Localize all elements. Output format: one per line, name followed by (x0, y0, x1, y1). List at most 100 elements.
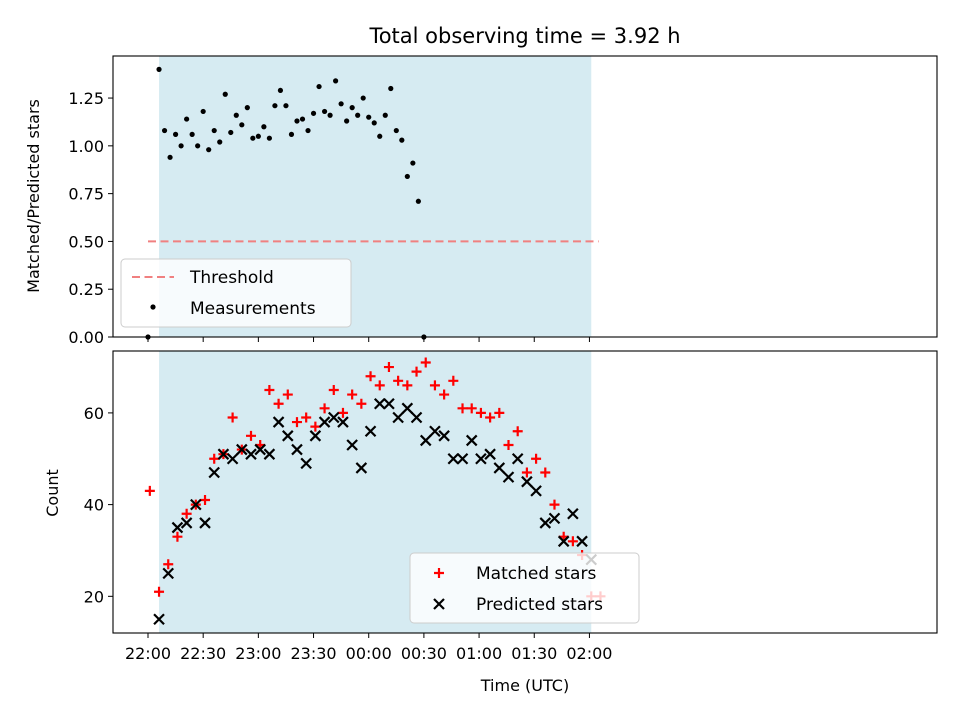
legend-box (409, 552, 640, 624)
measurement-point (355, 112, 361, 118)
predicted-star-point (346, 439, 358, 451)
x-tick-label: 22:00 (125, 644, 171, 663)
predicted-star-point (153, 613, 165, 626)
measurement-point (388, 85, 394, 92)
matched-star-point (310, 421, 321, 432)
matched-star-point (227, 412, 238, 423)
matched-star-point (439, 389, 450, 400)
predicted-star-point (429, 425, 441, 438)
measurement-point (316, 83, 322, 90)
matched-star-point (200, 495, 211, 506)
bottom-axes-frame (112, 350, 938, 634)
predicted-star-point (557, 535, 570, 548)
matched-star-point (356, 398, 367, 409)
x-tick-label: 00:00 (346, 644, 392, 663)
matched-star-point (540, 467, 551, 478)
matched-star-point (494, 407, 505, 418)
measurement-point (393, 127, 399, 134)
matched-star-point (402, 380, 413, 391)
predicted-star-point (548, 512, 561, 525)
measurement-point (338, 101, 344, 107)
predicted-star-point (456, 452, 469, 465)
predicted-star-point (419, 434, 432, 447)
predicted-star-point (180, 517, 193, 529)
matched-star-point (420, 357, 431, 368)
predicted-star-point (465, 434, 478, 447)
measurement-point (189, 131, 195, 137)
matched-star-point (273, 398, 284, 409)
matched-star-point (337, 407, 348, 418)
predicted-star-point (245, 448, 257, 460)
predicted-star-point (475, 452, 487, 465)
x-tick-label: 01:00 (456, 644, 502, 663)
legend-predicted-label: Predicted stars (476, 595, 603, 615)
x-tick-label: 23:30 (290, 644, 336, 663)
legend-box (120, 258, 352, 328)
measurement-point (156, 66, 162, 72)
matched-star-point (154, 586, 165, 597)
predicted-star-point (484, 448, 496, 460)
legend-threshold-label: Threshold (189, 268, 274, 288)
predicted-star-point (199, 517, 211, 529)
matched-star-point (181, 508, 192, 519)
measurement-point (371, 120, 377, 126)
predicted-star-point (190, 498, 202, 511)
measurement-point (410, 160, 416, 166)
measurement-point (327, 112, 333, 118)
predicted-star-point (254, 443, 266, 456)
x-tick-label: 01:30 (511, 644, 557, 663)
matched-star-point (393, 375, 404, 386)
matched-star-point (503, 440, 514, 450)
predicted-star-point (410, 411, 423, 424)
predicted-star-point (521, 475, 533, 488)
measurement-point (360, 95, 366, 101)
matched-star-point (163, 559, 174, 570)
measurement-point (299, 116, 306, 122)
measurement-point (200, 108, 206, 115)
measurement-point (272, 103, 278, 109)
measurement-point (404, 173, 410, 180)
x-axis-label: Time (UTC) (480, 676, 569, 695)
predicted-star-point (300, 457, 312, 470)
top-panel: 0.00 0.25 0.50 0.75 1.00 1.25 Threshold Measure… (68, 55, 938, 347)
predicted-star-point (530, 485, 542, 497)
predicted-star-point (401, 402, 414, 415)
matched-star-point (172, 531, 183, 542)
predicted-star-point (502, 471, 515, 483)
measurement-point (305, 127, 311, 134)
matched-star-point (282, 389, 293, 400)
measurement-point (244, 105, 250, 111)
bottom-y-tick-label: 20 (84, 587, 104, 606)
matched-star-point (264, 384, 275, 395)
predicted-star-point (355, 462, 368, 474)
predicted-star-point (208, 466, 220, 479)
top-y-tick-label: 0.75 (68, 185, 104, 204)
predicted-star-point (373, 397, 386, 410)
matched-star-point (411, 366, 422, 377)
x-tick-label: 22:30 (180, 644, 226, 663)
matched-star-point (319, 403, 330, 414)
top-axes-frame (112, 55, 938, 338)
top-y-axis-label: Matched/Predicted stars (24, 99, 43, 293)
measurement-point (255, 133, 261, 139)
measurement-point (349, 105, 355, 111)
matched-star-point (567, 536, 578, 547)
matched-star-point (512, 426, 523, 437)
measurement-point (217, 139, 223, 145)
bottom-y-axis-label: Count (43, 469, 62, 517)
chart-title: Total observing time = 3.92 h (368, 24, 680, 48)
matched-star-point (246, 430, 257, 441)
measurement-point (333, 78, 339, 84)
measurement-point (344, 118, 350, 124)
measurement-point (211, 127, 217, 134)
measurement-point (294, 118, 300, 124)
measurement-point (228, 129, 234, 136)
matched-star-point (301, 412, 312, 423)
measurement-point (222, 91, 228, 97)
x-tick-label: 23:00 (235, 644, 281, 663)
matched-star-point (209, 453, 220, 464)
predicted-star-point (383, 397, 395, 410)
predicted-star-point (364, 425, 377, 438)
x-tick-label: 00:30 (401, 644, 447, 663)
bottom-y-tick-label: 60 (84, 404, 104, 423)
